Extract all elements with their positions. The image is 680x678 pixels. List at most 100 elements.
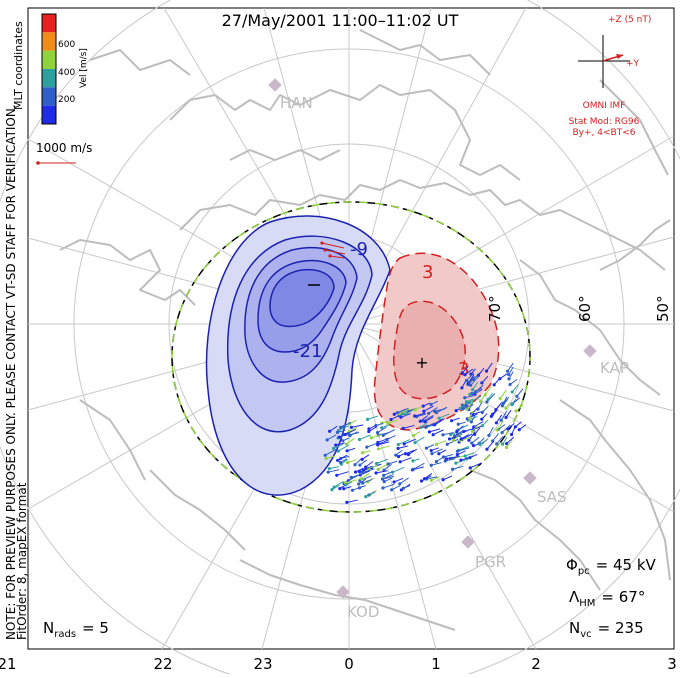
velocity-vector: [344, 479, 358, 484]
velocity-vector-origin: [447, 437, 452, 441]
velocity-vector-origin: [489, 414, 493, 419]
velocity-vector: [454, 429, 465, 437]
velocity-vector: [423, 405, 434, 412]
velocity-vector-origin: [389, 417, 393, 422]
contour-neg-5: [269, 268, 335, 328]
velocity-vector-origin: [494, 407, 498, 412]
velocity-vector-origin: [395, 411, 399, 415]
velocity-vector: [457, 447, 470, 452]
velocity-vector: [336, 471, 349, 476]
colorbar-frame: [41, 13, 57, 125]
velocity-vector: [362, 468, 375, 474]
velocity-vector-origin: [474, 390, 478, 394]
coastlines: [59, 29, 671, 631]
velocity-vector: [475, 384, 484, 393]
velocity-vector-origin: [514, 409, 518, 413]
velocity-vector-origin: [507, 377, 511, 381]
velocity-vector-origin: [434, 459, 438, 464]
velocity-vector-origin: [460, 386, 464, 390]
velocity-vector-origin: [479, 399, 483, 404]
velocity-vector-origin: [437, 452, 441, 456]
colorbar-block: [42, 50, 56, 69]
velocity-vector-origin: [429, 478, 433, 482]
velocity-vector-origin: [320, 241, 324, 245]
preview-note: NOTE: FOR PREVIEW PURPOSES ONLY. PLEASE …: [4, 104, 18, 640]
velocity-vector-origin: [441, 433, 445, 437]
potential-max-marker: +: [415, 353, 428, 372]
velocity-vector: [414, 436, 425, 444]
station-label-kod: KOD: [347, 603, 379, 621]
velocity-vector: [484, 386, 492, 396]
velocity-vector-origin: [411, 433, 416, 438]
velocity-vector-origin: [326, 470, 330, 474]
velocity-vector: [377, 426, 387, 433]
velocity-vector-origin: [365, 417, 370, 421]
velocity-vector: [414, 412, 426, 417]
imf-condition: By+, 4<BT<6: [573, 128, 636, 138]
velocity-vector-origin: [396, 446, 400, 451]
velocity-vector-origin: [480, 410, 484, 414]
velocity-vector: [473, 421, 484, 428]
velocity-vector-origin: [376, 442, 380, 447]
velocity-vector-origin: [396, 442, 400, 447]
velocity-vector-origin: [467, 416, 471, 420]
velocity-vector: [433, 418, 443, 426]
stat-lambda: ΛHM = 67°: [569, 588, 645, 609]
velocity-vector: [486, 440, 495, 450]
velocity-vector-origin: [484, 369, 489, 373]
velocity-vector-origin: [374, 471, 378, 475]
velocity-vector: [413, 462, 425, 470]
velocity-vector: [480, 392, 487, 402]
velocity-vector-origin: [476, 373, 481, 377]
velocity-vector-origin: [401, 426, 405, 430]
velocity-vector-origin: [357, 482, 361, 486]
velocity-vector: [390, 414, 401, 420]
velocity-vector: [470, 462, 481, 469]
velocity-vector-origin: [323, 453, 327, 457]
velocity-vector-origin: [485, 400, 489, 404]
velocity-vector: [431, 448, 443, 455]
velocity-vector: [449, 435, 462, 440]
velocity-vector: [486, 362, 493, 372]
velocity-vector: [429, 428, 441, 433]
velocity-vector-origin: [403, 452, 408, 456]
velocity-vector-origin: [360, 451, 365, 455]
velocity-vector-origin: [451, 438, 455, 442]
velocity-vector-origin: [339, 425, 343, 429]
contour-label-neg-a: -9: [350, 239, 368, 260]
velocity-vector: [352, 485, 363, 491]
station-label-han: HAN: [280, 94, 313, 112]
station-marker-kap: [583, 344, 597, 358]
velocity-vector-origin: [324, 456, 328, 461]
velocity-vector-origin: [434, 442, 439, 446]
stat-phi: Φpc = 45 kV: [566, 556, 657, 577]
velocity-vector-origin: [382, 479, 386, 484]
velocity-vector-origin: [336, 449, 340, 453]
station-label-kap: KAP: [600, 359, 629, 377]
fit-statistics: Φpc = 45 kV ΛHM = 67° Nvc = 235 Nrads = 5: [43, 556, 657, 640]
velocity-vector-origin: [381, 486, 385, 490]
velocity-vector-origin: [347, 433, 351, 437]
velocity-vector-origin: [422, 409, 426, 413]
velocity-vector-origin: [494, 421, 498, 425]
velocity-vector: [346, 499, 358, 503]
radar-stations: [268, 78, 597, 599]
velocity-vector: [398, 439, 411, 445]
velocity-vector: [499, 389, 507, 399]
velocity-vector-origin: [353, 470, 358, 474]
colorbar-label: Vel [m/s]: [79, 48, 89, 88]
velocity-vector-origin: [463, 454, 467, 458]
imf-source: OMNI IMF: [583, 101, 626, 111]
velocity-vector-origin: [455, 429, 459, 434]
velocity-vector: [445, 458, 456, 462]
velocity-vector: [496, 420, 504, 431]
velocity-vector-origin: [444, 457, 448, 461]
velocity-vector-origin: [349, 475, 353, 479]
velocity-vector-origin: [500, 431, 504, 435]
velocity-vector-origin: [330, 488, 334, 492]
velocity-vector-origin: [360, 471, 364, 475]
velocity-vector: [329, 255, 345, 259]
heppner-maynard-boundary: [171, 201, 531, 513]
station-marker-pgr: [461, 535, 475, 549]
velocity-vector: [404, 438, 416, 445]
